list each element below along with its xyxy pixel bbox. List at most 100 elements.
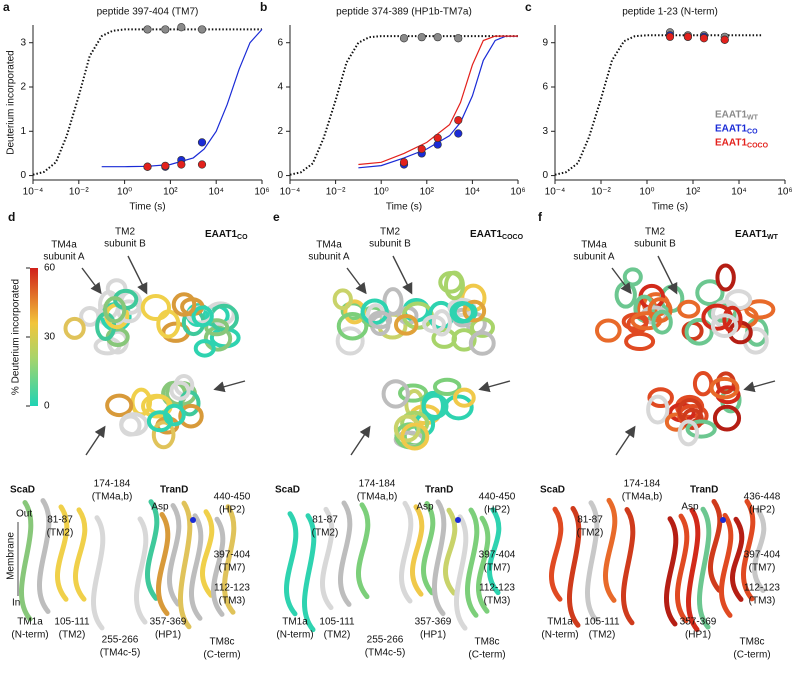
asp-atom	[455, 517, 461, 523]
ribbon	[210, 516, 226, 617]
data-point	[197, 160, 207, 169]
callout-label: (TM4c-5)	[100, 648, 141, 659]
helix	[393, 314, 419, 336]
ribbon	[54, 504, 70, 602]
callout-label: (N-term)	[541, 630, 578, 641]
colorbar-tick-label: 0	[44, 401, 50, 412]
callout-label: (C-term)	[203, 650, 240, 661]
x-tick-label: 10⁶	[777, 187, 792, 198]
x-axis-label: Time (s)	[652, 202, 688, 213]
callout-label: TM8c	[475, 637, 500, 648]
callout-label: 81-87	[577, 515, 603, 526]
callout-label: 105-111	[319, 617, 355, 628]
callout-label: (TM2)	[589, 630, 616, 641]
callout-label: 357-369	[150, 617, 187, 628]
callout-label: 397-404	[744, 550, 781, 561]
callout-label: 81-87	[47, 515, 73, 526]
helix	[443, 394, 474, 421]
fit-line	[32, 28, 262, 176]
y-tick-label: 6	[542, 82, 548, 93]
callout-label: 174-184	[94, 479, 131, 490]
helix	[451, 328, 477, 352]
callout-label: (TM4a,b)	[622, 492, 663, 503]
x-tick-label: 10⁴	[731, 187, 746, 198]
legend-entry: EAAT1WT	[715, 109, 759, 121]
helix	[204, 318, 230, 337]
callout-label: (HP1)	[685, 630, 711, 641]
ribbon	[178, 500, 193, 630]
ribbon	[585, 500, 600, 623]
trand-label: TranD	[160, 485, 188, 496]
y-axis-label: Deuterium incorporated	[6, 50, 17, 155]
ribbon	[72, 507, 88, 602]
helix	[715, 263, 736, 292]
x-tick-label: 10⁶	[510, 187, 525, 198]
callout-label: (TM3)	[749, 596, 776, 607]
legend-subscript: COCO	[747, 142, 769, 149]
callout-label: 440-450	[479, 492, 516, 503]
callout-label: TM8c	[210, 637, 235, 648]
helix	[336, 311, 369, 341]
fit-line	[358, 35, 518, 166]
fit-line	[289, 35, 518, 176]
ribbon	[663, 516, 679, 627]
data-point	[665, 32, 675, 41]
arrow	[392, 255, 413, 295]
x-tick-label: 10⁰	[374, 187, 389, 198]
callout-label: 436-448	[744, 492, 781, 503]
helix	[622, 267, 643, 287]
callout-label: (HP2)	[219, 505, 245, 516]
helix	[332, 288, 353, 311]
panel-letter: c	[525, 0, 532, 14]
callout-label: 357-369	[680, 617, 717, 628]
ribbon	[620, 507, 636, 626]
x-tick-label: 10⁰	[639, 187, 654, 198]
ribbon	[133, 516, 149, 625]
ribbon	[475, 515, 491, 614]
helix	[685, 419, 717, 439]
data-point	[399, 158, 409, 167]
panel-letter: b	[260, 0, 267, 14]
panel-title: EAAT1CO	[205, 229, 248, 241]
helix	[438, 270, 464, 294]
arrow	[346, 267, 367, 295]
x-tick-label: 10²	[420, 187, 435, 198]
helix	[594, 318, 622, 343]
legend-name: EAAT1	[715, 123, 747, 134]
colorbar	[30, 268, 38, 406]
legend-subscript: CO	[747, 128, 758, 135]
callout-label: (N-term)	[11, 630, 48, 641]
helix	[651, 309, 673, 335]
helix	[163, 403, 186, 427]
callout-label: 174-184	[624, 479, 661, 490]
callout-label: (HP2)	[484, 505, 510, 516]
legend-subscript: WT	[747, 114, 759, 121]
title-name: EAAT1	[470, 229, 502, 240]
chart-title: peptide 374-389 (HP1b-TM7a)	[336, 7, 472, 18]
callout-label: (TM2)	[47, 528, 74, 539]
helix	[462, 299, 487, 323]
title-subscript: WT	[767, 234, 779, 241]
data-point	[161, 25, 170, 34]
helix	[468, 330, 496, 356]
colorbar-tick-label: 30	[44, 332, 56, 343]
y-tick-label: 2	[20, 82, 26, 93]
helix	[710, 313, 739, 338]
ribbon	[301, 513, 317, 633]
helix	[360, 298, 389, 325]
structure-art	[283, 270, 502, 633]
membrane-in: In	[12, 598, 20, 609]
y-tick-label: 3	[20, 37, 26, 48]
ribbon	[707, 498, 723, 593]
y-tick-label: 0	[277, 170, 283, 181]
ribbon	[740, 498, 756, 602]
y-tick-label: 6	[277, 37, 283, 48]
ribbon	[199, 509, 215, 598]
tm4a-label: subunit A	[43, 252, 84, 263]
callout-label: 105-111	[584, 617, 620, 628]
x-tick-label: 10⁻²	[591, 187, 611, 198]
callout-label: 81-87	[312, 515, 338, 526]
x-axis-label: Time (s)	[129, 202, 165, 213]
panel-letter: f	[538, 210, 543, 224]
